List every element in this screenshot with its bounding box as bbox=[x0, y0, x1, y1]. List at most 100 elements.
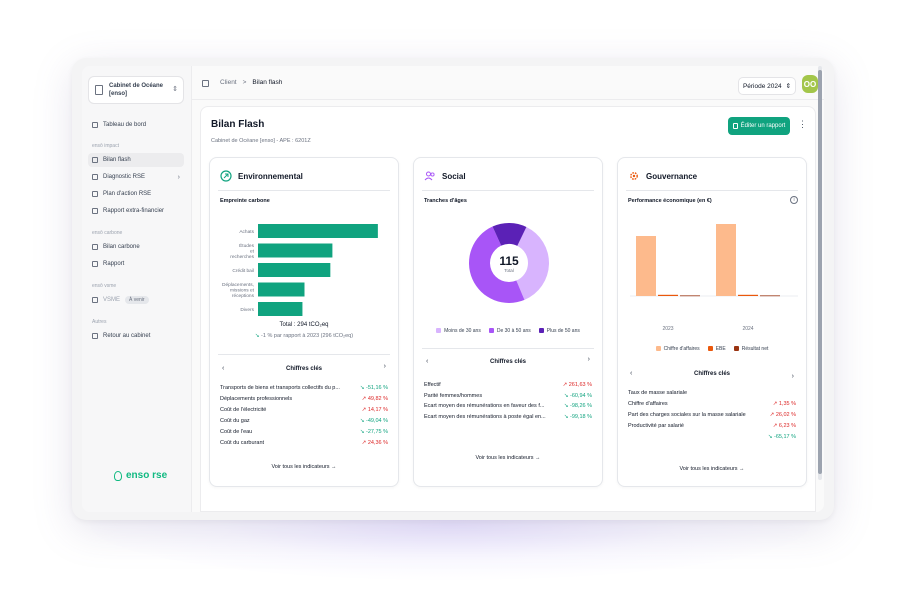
prev-icon[interactable]: ‹ bbox=[426, 358, 429, 365]
legend-label: Moins de 30 ans bbox=[444, 328, 481, 334]
chart-bar bbox=[658, 294, 678, 296]
eye-icon bbox=[92, 174, 98, 180]
sidebar-item[interactable]: Rapport extra-financier bbox=[88, 204, 184, 218]
legend-label: Résultat net bbox=[741, 346, 769, 352]
divider bbox=[422, 348, 594, 349]
indicator-value: ↘ -49,04 % bbox=[360, 418, 388, 424]
chart-category-label: recherches bbox=[230, 254, 254, 260]
next-icon[interactable]: › bbox=[791, 373, 794, 380]
next-icon[interactable]: › bbox=[383, 363, 386, 370]
see-all-link[interactable]: Voir tous les indicateurs → bbox=[271, 464, 337, 470]
chart-bar bbox=[258, 243, 333, 258]
org-switcher[interactable]: Cabinet de Océane [enso] ⇕ bbox=[88, 76, 184, 104]
chart-category-label: missions et bbox=[230, 288, 255, 294]
trend-down-icon: ↘ bbox=[359, 429, 366, 435]
divider bbox=[218, 190, 390, 191]
app-window: Cabinet de Océane [enso] ⇕ Tableau de bo… bbox=[82, 66, 824, 512]
sidebar-section-title: ensō impact bbox=[92, 143, 119, 149]
trend-down-icon: ↘ bbox=[767, 434, 774, 440]
indicator-value-text: 1,35 % bbox=[778, 401, 796, 407]
breadcrumb-client[interactable]: Client bbox=[220, 79, 237, 86]
sidebar-item[interactable]: Bilan carbone bbox=[88, 240, 184, 254]
divider bbox=[422, 190, 594, 191]
route-icon bbox=[92, 191, 98, 197]
legend-swatch bbox=[655, 346, 661, 352]
sidebar-item[interactable]: Bilan flash bbox=[88, 153, 184, 167]
chevron-up-down-icon: ⇕ bbox=[172, 86, 178, 93]
doc-icon bbox=[92, 261, 98, 267]
sidebar: Cabinet de Océane [enso] ⇕ Tableau de bo… bbox=[82, 66, 192, 512]
sidebar-item[interactable]: Rapport bbox=[88, 257, 184, 271]
chart-category-label: Crédit bail bbox=[232, 268, 254, 274]
see-all-link[interactable]: Voir tous les indicateurs → bbox=[475, 455, 541, 461]
indicator-value-text: -65,17 % bbox=[773, 434, 796, 440]
breadcrumb-separator: > bbox=[242, 79, 247, 86]
indicator-row: Coût de l'électricité ↗ 14,17 % bbox=[220, 407, 388, 416]
chart-bar bbox=[258, 282, 305, 297]
indicator-value-text: -51,16 % bbox=[365, 385, 388, 391]
export-report-button[interactable]: Éditer un rapport bbox=[728, 117, 790, 135]
divider bbox=[218, 354, 390, 355]
org-name: Cabinet de Océane [enso] bbox=[109, 83, 164, 97]
info-icon[interactable]: i bbox=[790, 196, 798, 204]
sidebar-section-title: Autres bbox=[92, 319, 107, 325]
file-icon bbox=[732, 123, 738, 129]
period-select[interactable]: Période 2024 ⇕ bbox=[738, 77, 796, 95]
sidebar-item-label: Bilan flash bbox=[103, 157, 131, 163]
scrollbar[interactable] bbox=[818, 66, 822, 480]
donut-center bbox=[491, 245, 527, 281]
sidebar-toggle-icon[interactable] bbox=[202, 80, 209, 87]
sidebar-item[interactable]: Tableau de bord bbox=[88, 118, 184, 132]
chart-legend: Chiffre d'affaires EBE Résultat net bbox=[618, 346, 806, 352]
breadcrumb-current: Bilan flash bbox=[252, 79, 283, 86]
indicator-value: ↘ -51,16 % bbox=[360, 385, 388, 391]
sidebar-item[interactable]: Retour au cabinet bbox=[88, 329, 184, 343]
indicator-row: Effectif ↗ 261,63 % bbox=[424, 382, 592, 391]
indicator-label: Taux de masse salariale bbox=[628, 390, 688, 396]
indicator-value: ↗ 26,02 % bbox=[770, 412, 796, 418]
indicator-label: Productivité par salarié bbox=[628, 423, 684, 429]
grid-icon bbox=[92, 122, 98, 128]
indicator-row: Écart moyen des rémunérations à poste ég… bbox=[424, 414, 592, 423]
prev-icon[interactable]: ‹ bbox=[222, 365, 225, 372]
indicator-row: Chiffre d'affaires ↗ 1,35 % bbox=[628, 401, 796, 410]
indicator-label: Coût de l'eau bbox=[220, 429, 253, 435]
indicator-value-text: -99,18 % bbox=[569, 413, 592, 420]
period-value: Période 2024 bbox=[742, 82, 782, 90]
chart-bar bbox=[636, 236, 656, 296]
scrollbar-thumb[interactable] bbox=[818, 70, 822, 474]
sidebar-item[interactable]: Plan d'action RSE bbox=[88, 187, 184, 201]
leaf-icon bbox=[220, 170, 232, 182]
prev-icon[interactable]: ‹ bbox=[630, 370, 633, 377]
chart-category-label: Divers bbox=[240, 307, 254, 313]
sidebar-item-label: Rapport extra-financier bbox=[103, 208, 165, 214]
see-all-link[interactable]: Voir tous les indicateurs → bbox=[679, 466, 745, 472]
carbon-delta: ↘ -1 % par rapport à 2023 (296 tCO₂eq) bbox=[210, 333, 398, 339]
next-icon[interactable]: › bbox=[587, 356, 590, 363]
trend-down-icon: ↘ bbox=[359, 418, 366, 424]
indicator-row: Productivité par salarié ↗ 6,23 % bbox=[628, 423, 796, 432]
return-icon bbox=[92, 333, 98, 339]
card-header: Gouvernance bbox=[628, 168, 697, 184]
chevron-up-down-icon: ⇕ bbox=[785, 83, 792, 90]
sidebar-item[interactable]: Diagnostic RSE › bbox=[88, 170, 184, 184]
avatar[interactable]: OO bbox=[802, 75, 818, 93]
indicator-label: Écart moyen des rémunérations en faveur … bbox=[424, 403, 545, 409]
legend-swatch bbox=[488, 328, 494, 334]
chart-category-label: réceptions bbox=[232, 293, 255, 299]
legend-label: De 30 à 50 ans bbox=[496, 328, 531, 334]
sidebar-item-label: Tableau de bord bbox=[103, 122, 147, 128]
indicator-value: ↗ 24,36 % bbox=[362, 440, 388, 446]
building-icon bbox=[95, 85, 103, 95]
chart-bar bbox=[258, 302, 303, 316]
indicator-label: Part des charges sociales sur la masse s… bbox=[628, 412, 746, 418]
sidebar-section-title: ensō carbone bbox=[92, 230, 123, 236]
x-tick-label: 2024 bbox=[742, 326, 753, 332]
indicator-label: Coût du carburant bbox=[220, 440, 265, 446]
more-options-icon[interactable]: ⋮ bbox=[798, 119, 807, 129]
indicator-row: Coût du carburant ↗ 24,36 % bbox=[220, 440, 388, 449]
trend-up-icon: ↗ bbox=[361, 396, 368, 402]
indicator-value-text: 26,02 % bbox=[775, 412, 796, 418]
chart-bar bbox=[680, 295, 700, 297]
